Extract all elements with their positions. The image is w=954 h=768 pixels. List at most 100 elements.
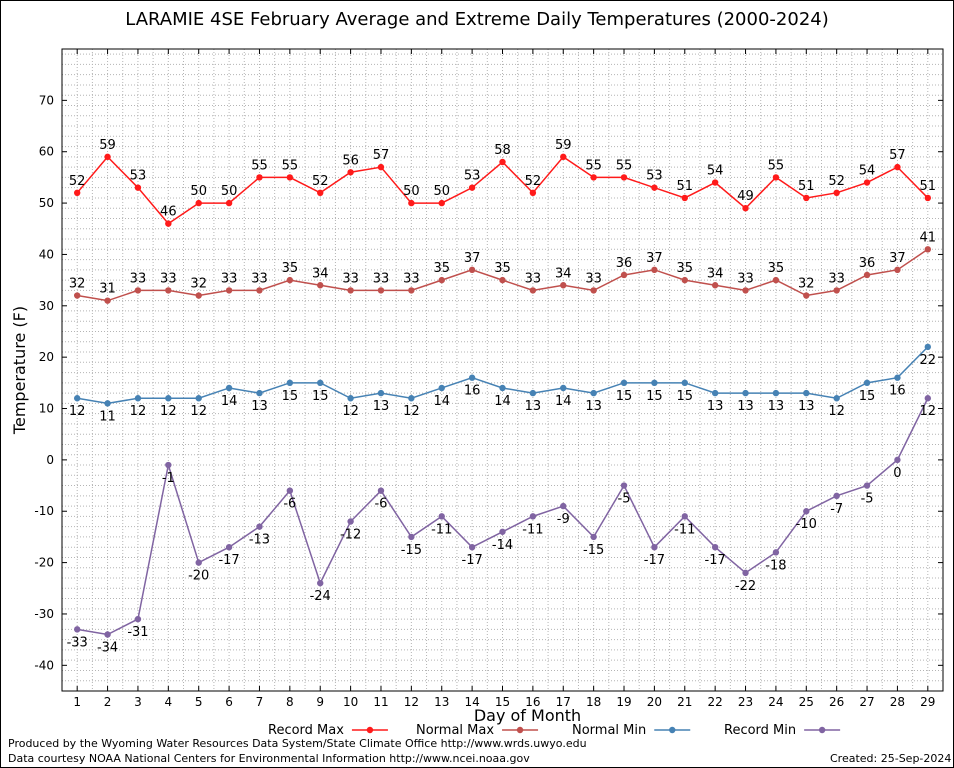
x-tick-label: 5 xyxy=(195,695,203,709)
data-point xyxy=(438,384,445,392)
data-point xyxy=(134,615,142,623)
data-label: 34 xyxy=(707,266,724,281)
data-label: 34 xyxy=(555,266,572,281)
data-point xyxy=(256,389,263,397)
y-tick-label: -40 xyxy=(34,658,54,672)
data-point xyxy=(73,292,81,299)
legend-item: Record Max xyxy=(268,723,388,738)
data-label: 51 xyxy=(798,179,815,194)
legend-label: Record Min xyxy=(724,723,796,738)
data-label: -6 xyxy=(283,497,296,512)
data-point xyxy=(134,395,142,402)
data-point xyxy=(73,395,81,402)
data-point xyxy=(590,389,597,397)
data-label: 49 xyxy=(737,189,754,204)
x-tick-label: 11 xyxy=(373,695,388,709)
data-label: 33 xyxy=(828,271,845,286)
data-label: 57 xyxy=(373,148,390,163)
data-point xyxy=(894,163,901,171)
x-tick-label: 20 xyxy=(647,695,662,709)
data-point xyxy=(772,389,780,397)
data-point xyxy=(377,487,385,494)
data-point xyxy=(347,395,354,402)
data-point xyxy=(317,282,324,289)
data-label: 50 xyxy=(433,184,450,199)
data-point xyxy=(894,266,901,274)
x-tick-label: 16 xyxy=(525,695,540,709)
data-label: 55 xyxy=(616,158,633,173)
data-label: 51 xyxy=(920,179,937,194)
data-point xyxy=(863,379,871,387)
data-point xyxy=(681,194,688,202)
data-label: -17 xyxy=(705,553,726,568)
footer-credit-line2: Data courtesy NOAA National Centers for … xyxy=(8,752,530,765)
y-tick-label: 50 xyxy=(39,196,54,210)
data-point xyxy=(195,199,202,207)
data-point xyxy=(286,174,294,181)
data-label: 55 xyxy=(251,158,268,173)
data-label: 13 xyxy=(585,399,602,414)
data-label: 13 xyxy=(251,399,268,414)
data-label: 14 xyxy=(433,394,450,409)
data-label: -33 xyxy=(67,635,88,650)
data-label: 57 xyxy=(889,148,906,163)
data-label: 13 xyxy=(373,399,390,414)
data-point xyxy=(924,343,932,351)
data-point xyxy=(73,189,81,197)
data-point xyxy=(529,389,537,397)
data-point xyxy=(317,379,324,387)
y-tick-label: 10 xyxy=(39,402,54,416)
data-label: 13 xyxy=(525,399,542,414)
x-tick-label: 18 xyxy=(586,695,601,709)
data-label: 16 xyxy=(889,384,906,399)
data-label: 36 xyxy=(859,256,876,271)
data-point xyxy=(711,543,719,551)
x-tick-label: 7 xyxy=(256,695,264,709)
data-label: -14 xyxy=(492,538,513,553)
data-label: 51 xyxy=(677,179,694,194)
x-tick-label: 21 xyxy=(677,695,692,709)
data-label: 15 xyxy=(859,389,876,404)
data-label: -5 xyxy=(618,492,631,507)
y-tick-label: 60 xyxy=(39,145,54,159)
data-point xyxy=(377,389,385,397)
data-point xyxy=(165,461,172,469)
data-label: 52 xyxy=(828,174,845,189)
data-point xyxy=(620,174,628,181)
data-point xyxy=(499,158,506,166)
data-label: 50 xyxy=(403,184,420,199)
data-point xyxy=(165,287,172,294)
data-point xyxy=(104,400,111,407)
data-point xyxy=(711,179,719,186)
data-point xyxy=(377,287,385,294)
data-point xyxy=(408,199,415,207)
data-point xyxy=(286,276,294,284)
data-point xyxy=(195,292,202,299)
data-label: 16 xyxy=(464,384,481,399)
data-label: -18 xyxy=(765,558,786,573)
data-point xyxy=(468,184,476,191)
data-label: -11 xyxy=(522,522,543,537)
data-point xyxy=(165,220,172,227)
data-point xyxy=(195,395,202,402)
data-point xyxy=(499,384,506,392)
data-point xyxy=(499,276,506,284)
y-tick-label: 70 xyxy=(39,93,54,107)
data-label: 35 xyxy=(282,261,299,276)
y-tick-label: 20 xyxy=(39,350,54,364)
data-point xyxy=(620,271,628,279)
data-point xyxy=(529,287,537,294)
x-tick-label: 12 xyxy=(404,695,419,709)
data-point xyxy=(104,153,111,161)
legend-label: Normal Max xyxy=(416,723,494,738)
data-label: 55 xyxy=(282,158,299,173)
data-label: 15 xyxy=(616,389,633,404)
data-label: 33 xyxy=(130,271,147,286)
y-axis-label: Temperature (F) xyxy=(10,306,29,435)
legend-marker xyxy=(366,726,374,734)
data-point xyxy=(772,174,780,181)
data-label: 31 xyxy=(99,282,116,297)
data-point xyxy=(742,205,749,212)
data-label: -9 xyxy=(557,512,570,527)
data-label: 33 xyxy=(525,271,542,286)
